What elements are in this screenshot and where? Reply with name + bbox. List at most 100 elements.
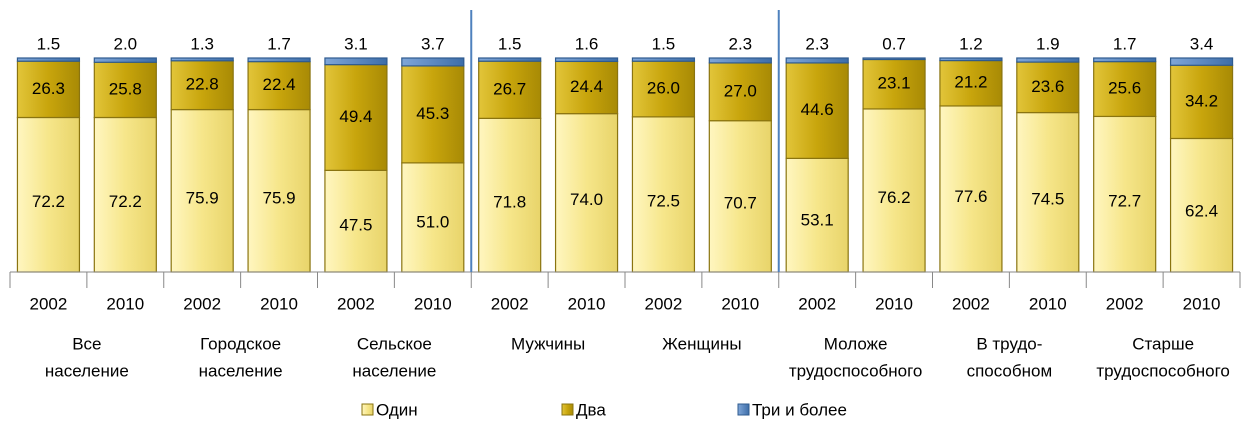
bar-segment — [1169, 57, 1234, 66]
bar-segment — [939, 59, 1003, 107]
x-tick-label: 2010 — [721, 294, 759, 313]
value-label: 25.6 — [1108, 79, 1141, 98]
x-tick-label: 2002 — [337, 294, 375, 313]
value-label: 51.0 — [416, 212, 449, 231]
x-tick-label: 2002 — [952, 294, 990, 313]
bar-segment — [708, 120, 772, 273]
value-label: 44.6 — [801, 100, 834, 119]
value-label: 1.5 — [37, 34, 61, 53]
x-tick-label: 2010 — [260, 294, 298, 313]
bar-segment — [554, 113, 619, 273]
value-label: 1.7 — [1113, 34, 1137, 53]
bar-segment — [708, 57, 772, 64]
group-label: Моложе — [824, 334, 888, 353]
value-label: 21.2 — [954, 73, 987, 92]
group-label: трудоспособного — [789, 361, 923, 380]
x-tick-label: 2010 — [106, 294, 144, 313]
bar-segment — [862, 58, 926, 110]
value-label: 71.8 — [493, 192, 526, 211]
value-label: 2.0 — [113, 34, 137, 53]
group-label: трудоспособного — [1096, 361, 1230, 380]
group-label: способном — [967, 361, 1053, 380]
value-label: 72.7 — [1108, 191, 1141, 210]
value-label: 1.6 — [575, 34, 599, 53]
bar-segment — [401, 162, 465, 273]
bar-segment — [93, 61, 157, 119]
group-label: Все — [72, 334, 101, 353]
value-label: 3.7 — [421, 34, 445, 53]
bar-segment — [554, 57, 619, 63]
bar-segment — [1093, 61, 1157, 118]
bar-segment — [1016, 57, 1080, 63]
value-label: 72.5 — [647, 192, 680, 211]
value-label: 26.0 — [647, 79, 680, 98]
x-tick-label: 2002 — [1106, 294, 1144, 313]
group-label: Женщины — [662, 334, 741, 353]
bar-segment — [170, 108, 234, 273]
group-label: население — [45, 361, 129, 380]
value-label: 45.3 — [416, 104, 449, 123]
bar-segment — [862, 108, 926, 273]
group-label: Старше — [1132, 334, 1194, 353]
value-label: 74.0 — [570, 190, 603, 209]
bar-segment — [1016, 111, 1080, 273]
value-label: 1.7 — [267, 34, 291, 53]
value-label: 27.0 — [724, 81, 757, 100]
bar-segment — [631, 57, 696, 62]
legend-label: Два — [576, 400, 606, 419]
x-tick-label: 2010 — [568, 294, 606, 313]
value-label: 0.7 — [882, 34, 906, 53]
bar-segment — [1093, 57, 1157, 63]
legend-label: Три и более — [752, 400, 847, 419]
group-label: Мужчины — [511, 334, 585, 353]
value-label: 2.3 — [728, 34, 752, 53]
value-label: 72.2 — [32, 192, 65, 211]
value-label: 62.4 — [1185, 201, 1218, 220]
value-label: 70.7 — [724, 193, 757, 212]
bar-segment — [401, 65, 465, 164]
legend-swatch — [361, 403, 374, 416]
value-label: 1.2 — [959, 34, 983, 53]
group-label: Городское — [200, 334, 281, 353]
bar-segment — [939, 57, 1003, 62]
x-tick-label: 2010 — [1029, 294, 1067, 313]
bar-segment — [170, 60, 234, 111]
x-tick-label: 2002 — [30, 294, 68, 313]
value-label: 75.9 — [186, 188, 219, 207]
value-label: 23.1 — [878, 74, 911, 93]
legend-swatch — [561, 403, 574, 416]
bar-segment — [16, 60, 81, 119]
value-label: 34.2 — [1185, 91, 1218, 110]
bar-segment — [1093, 115, 1157, 273]
bar-segment — [478, 57, 542, 62]
x-tick-label: 2010 — [1183, 294, 1221, 313]
bar-segment — [16, 57, 81, 62]
value-label: 25.8 — [109, 79, 142, 98]
group-label: Сельское — [357, 334, 432, 353]
bar-segment — [93, 57, 157, 63]
value-label: 1.5 — [498, 34, 522, 53]
x-tick-label: 2002 — [645, 294, 683, 313]
value-label: 22.8 — [186, 75, 219, 94]
bar-segment — [401, 57, 465, 67]
bar-segment — [247, 57, 311, 63]
bar-segment — [631, 60, 696, 118]
bar-segment — [247, 61, 311, 111]
bar-segment — [478, 117, 542, 273]
value-label: 2.3 — [805, 34, 829, 53]
x-tick-label: 2010 — [875, 294, 913, 313]
value-label: 23.6 — [1031, 77, 1064, 96]
x-tick-label: 2002 — [798, 294, 836, 313]
bar-segment — [785, 157, 849, 273]
bar-segment — [708, 62, 772, 122]
value-label: 26.3 — [32, 79, 65, 98]
value-label: 1.3 — [190, 34, 214, 53]
x-tick-label: 2002 — [491, 294, 529, 313]
legend-swatch — [737, 403, 750, 416]
value-label: 49.4 — [339, 107, 372, 126]
value-label: 74.5 — [1031, 190, 1064, 209]
value-label: 47.5 — [339, 216, 372, 235]
value-label: 1.9 — [1036, 34, 1060, 53]
bar-segment — [939, 105, 1003, 273]
